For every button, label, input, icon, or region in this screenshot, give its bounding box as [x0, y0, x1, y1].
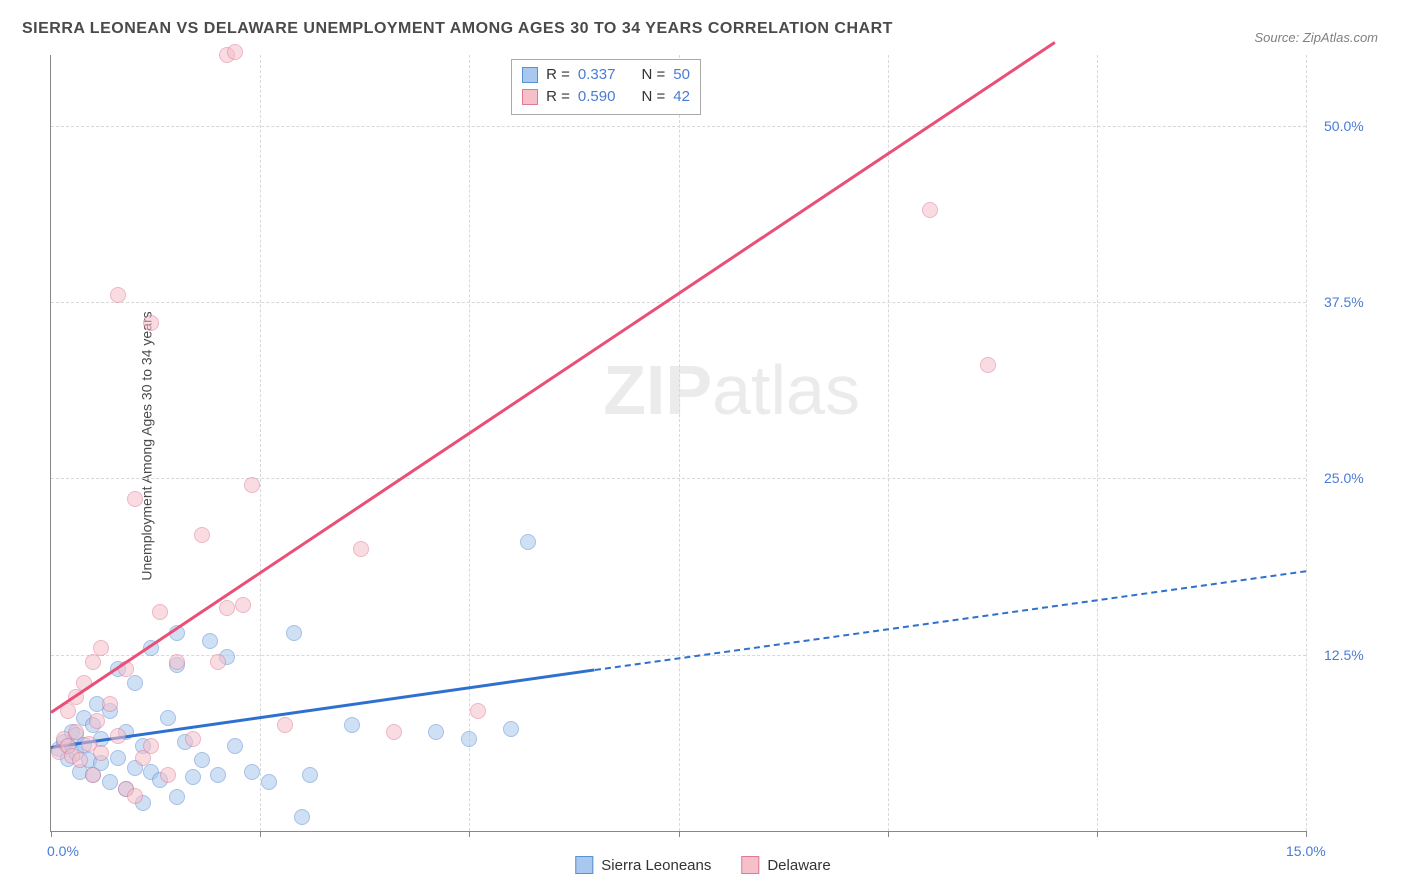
- data-point: [93, 640, 109, 656]
- gridline-v: [679, 55, 680, 831]
- data-point: [261, 774, 277, 790]
- data-point: [160, 710, 176, 726]
- data-point: [235, 597, 251, 613]
- correlation-legend: R = 0.337 N = 50 R = 0.590 N = 42: [511, 59, 701, 115]
- x-tick-mark: [1097, 831, 1098, 837]
- y-tick-label: 37.5%: [1324, 294, 1364, 310]
- legend-swatch-blue: [575, 856, 593, 874]
- data-point: [185, 731, 201, 747]
- gridline-v: [1097, 55, 1098, 831]
- legend-swatch: [522, 89, 538, 105]
- legend-r-value: 0.337: [578, 64, 616, 86]
- x-tick-mark: [469, 831, 470, 837]
- data-point: [227, 738, 243, 754]
- chart-title: SIERRA LEONEAN VS DELAWARE UNEMPLOYMENT …: [22, 20, 893, 38]
- data-point: [185, 769, 201, 785]
- data-point: [980, 357, 996, 373]
- legend-n-label: N =: [641, 64, 665, 86]
- legend-label: Sierra Leoneans: [601, 857, 711, 874]
- data-point: [160, 767, 176, 783]
- legend-item-sierra: Sierra Leoneans: [575, 856, 711, 874]
- data-point: [143, 315, 159, 331]
- legend-label: Delaware: [767, 857, 830, 874]
- data-point: [110, 750, 126, 766]
- watermark: ZIPatlas: [603, 350, 860, 430]
- data-point: [210, 767, 226, 783]
- data-point: [102, 696, 118, 712]
- legend-n-value: 42: [673, 86, 690, 108]
- data-point: [152, 604, 168, 620]
- scatter-chart: ZIPatlas 12.5%25.0%37.5%50.0%0.0%15.0%R …: [50, 55, 1306, 832]
- data-point: [194, 752, 210, 768]
- legend-row: R = 0.590 N = 42: [522, 86, 690, 108]
- legend-item-delaware: Delaware: [741, 856, 830, 874]
- data-point: [227, 44, 243, 60]
- data-point: [143, 738, 159, 754]
- data-point: [89, 713, 105, 729]
- data-point: [202, 633, 218, 649]
- data-point: [302, 767, 318, 783]
- legend-n-value: 50: [673, 64, 690, 86]
- x-tick-mark: [679, 831, 680, 837]
- data-point: [461, 731, 477, 747]
- legend-swatch: [522, 67, 538, 83]
- x-tick-label: 0.0%: [47, 843, 79, 859]
- legend-row: R = 0.337 N = 50: [522, 64, 690, 86]
- gridline-v: [260, 55, 261, 831]
- data-point: [194, 527, 210, 543]
- legend-r-value: 0.590: [578, 86, 616, 108]
- data-point: [127, 491, 143, 507]
- x-tick-mark: [1306, 831, 1307, 837]
- x-tick-label: 15.0%: [1286, 843, 1326, 859]
- data-point: [85, 654, 101, 670]
- data-point: [244, 764, 260, 780]
- data-point: [93, 745, 109, 761]
- legend-r-label: R =: [546, 86, 570, 108]
- x-tick-mark: [260, 831, 261, 837]
- legend-n-label: N =: [641, 86, 665, 108]
- data-point: [169, 654, 185, 670]
- legend-r-label: R =: [546, 64, 570, 86]
- y-tick-label: 12.5%: [1324, 647, 1364, 663]
- data-point: [520, 534, 536, 550]
- data-point: [277, 717, 293, 733]
- data-point: [294, 809, 310, 825]
- x-tick-mark: [51, 831, 52, 837]
- data-point: [110, 728, 126, 744]
- data-point: [286, 625, 302, 641]
- data-point: [219, 600, 235, 616]
- source-attribution: Source: ZipAtlas.com: [1254, 30, 1378, 45]
- data-point: [102, 774, 118, 790]
- trend-line: [50, 41, 1056, 714]
- data-point: [110, 287, 126, 303]
- data-point: [127, 788, 143, 804]
- data-point: [127, 675, 143, 691]
- data-point: [922, 202, 938, 218]
- y-tick-label: 25.0%: [1324, 470, 1364, 486]
- data-point: [428, 724, 444, 740]
- data-point: [210, 654, 226, 670]
- data-point: [244, 477, 260, 493]
- data-point: [72, 752, 88, 768]
- data-point: [503, 721, 519, 737]
- data-point: [353, 541, 369, 557]
- x-tick-mark: [888, 831, 889, 837]
- data-point: [386, 724, 402, 740]
- data-point: [85, 767, 101, 783]
- y-tick-label: 50.0%: [1324, 118, 1364, 134]
- data-point: [470, 703, 486, 719]
- legend-bottom: Sierra Leoneans Delaware: [575, 856, 830, 874]
- gridline-v: [888, 55, 889, 831]
- data-point: [344, 717, 360, 733]
- gridline-v: [1306, 55, 1307, 831]
- data-point: [169, 789, 185, 805]
- legend-swatch-pink: [741, 856, 759, 874]
